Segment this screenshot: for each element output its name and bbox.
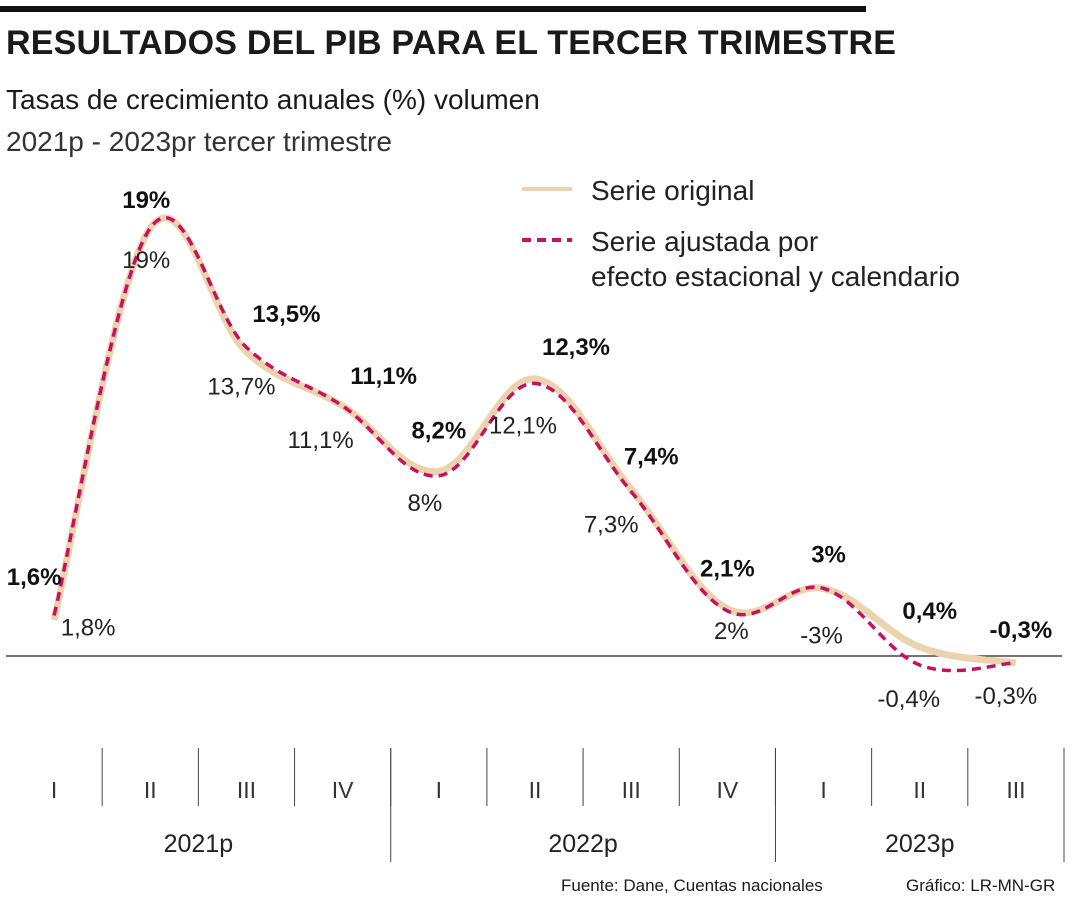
data-label-adjusted: 13,7% [207, 373, 275, 400]
data-label-original: 11,1% [350, 363, 417, 390]
data-label-original: 13,5% [252, 301, 320, 328]
x-tick-label: II [144, 777, 157, 803]
legend-adjusted-label-line1: Serie ajustada por [591, 226, 818, 257]
data-label-original: 19% [122, 187, 170, 214]
year-label: 2023p [885, 830, 955, 858]
x-tick-label: III [1006, 777, 1025, 803]
data-label-adjusted: 8% [407, 490, 442, 517]
data-label-adjusted: 1,8% [61, 614, 116, 641]
data-label-adjusted: -0,3% [975, 683, 1038, 710]
year-label: 2022p [548, 830, 618, 858]
x-tick-label: II [913, 777, 926, 803]
x-tick-label: I [436, 777, 442, 803]
chart-title: RESULTADOS DEL PIB PARA EL TERCER TRIMES… [6, 24, 897, 62]
year-label: 2021p [164, 830, 234, 858]
x-tick-label: III [622, 777, 641, 803]
top-rule [0, 6, 866, 12]
data-label-adjusted: -3% [800, 622, 843, 649]
chart-subtitle: Tasas de crecimiento anuales (%) volumen [6, 84, 540, 115]
data-label-adjusted: 19% [122, 247, 170, 274]
data-label-original: 3% [811, 541, 846, 568]
data-label-adjusted: 7,3% [584, 512, 639, 539]
data-labels: 1,6% 19% 13,5% 11,1% 8,2% 12,3% 7,4% 2,1% 3% 0,4%… [7, 187, 1053, 713]
x-tick-label: IV [332, 777, 354, 803]
x-tick-label: I [51, 777, 57, 803]
data-label-adjusted: 12,1% [489, 412, 557, 439]
data-label-adjusted: 2% [714, 618, 749, 645]
legend-original-label: Serie original [591, 175, 754, 206]
data-label-original: 2,1% [700, 556, 755, 583]
series-layer [50, 214, 1017, 673]
data-label-original: -0,3% [990, 617, 1053, 644]
data-label-original: 12,3% [542, 334, 610, 361]
data-label-original: 0,4% [902, 598, 957, 625]
series-adjusted-line [52, 216, 1016, 673]
legend: Serie original Serie ajustada por efecto… [522, 175, 960, 292]
data-label-original: 7,4% [624, 443, 679, 470]
x-tick-label: II [529, 777, 542, 803]
x-tick-label: I [820, 777, 826, 803]
chart-period: 2021p - 2023pr tercer trimestre [6, 126, 392, 157]
data-label-original: 8,2% [411, 417, 466, 444]
data-label-original: 1,6% [7, 564, 62, 591]
x-tick-label: III [237, 777, 256, 803]
data-label-adjusted: -0,4% [877, 686, 940, 713]
credit-note: Gráfico: LR-MN-GR [906, 876, 1056, 895]
legend-adjusted-label-line2: efecto estacional y calendario [591, 261, 960, 292]
data-label-adjusted: 11,1% [287, 427, 353, 454]
source-note: Fuente: Dane, Cuentas nacionales [561, 876, 823, 895]
x-tick-label: IV [716, 777, 738, 803]
